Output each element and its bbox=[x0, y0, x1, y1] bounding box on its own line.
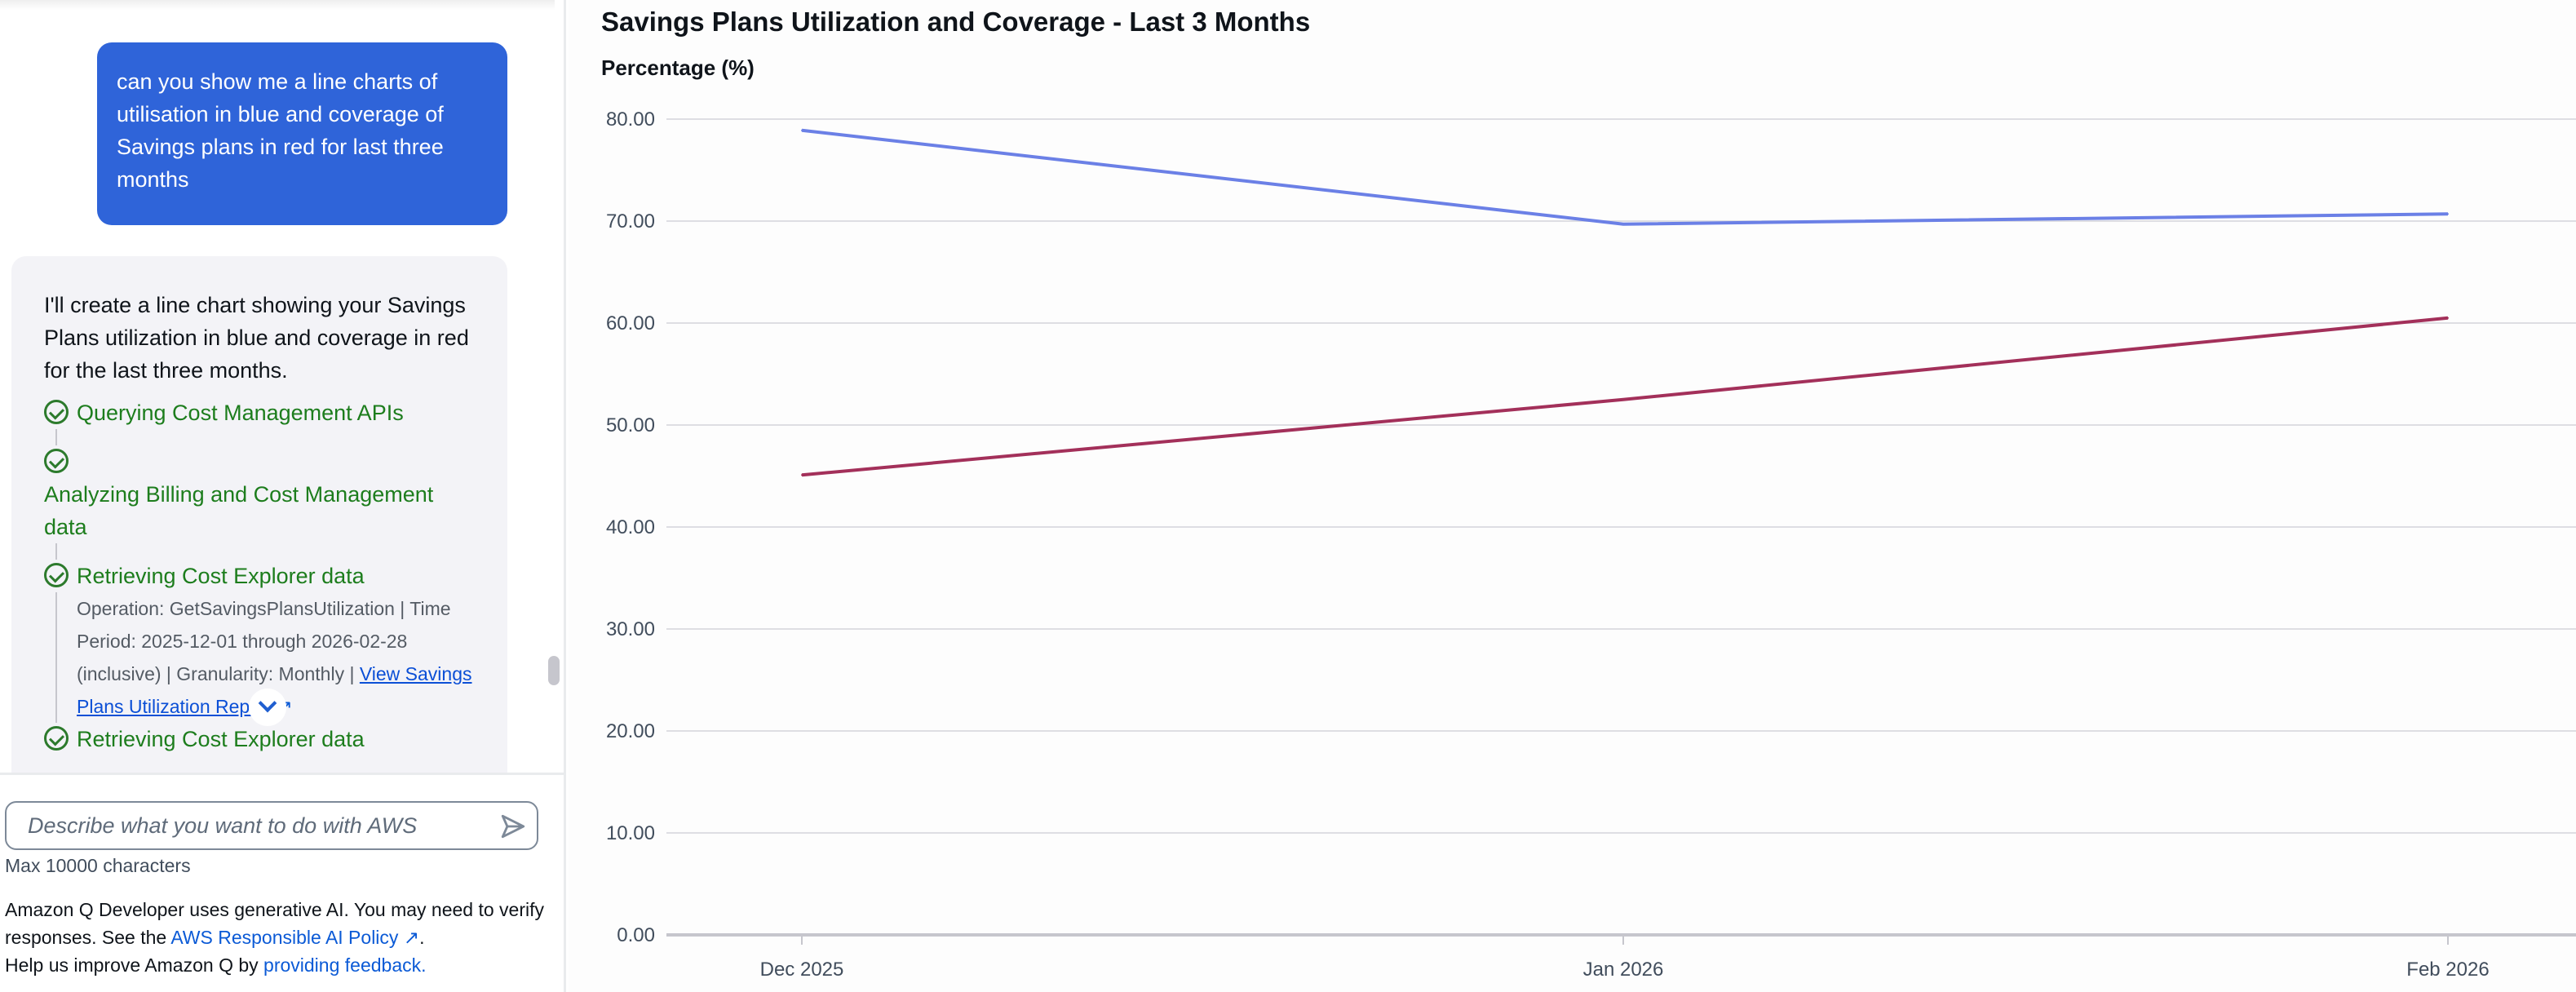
data-point bbox=[1622, 398, 1624, 401]
user-message: can you show me a line charts of utilisa… bbox=[97, 42, 507, 225]
check-circle-icon bbox=[44, 563, 69, 587]
scrollbar-thumb[interactable] bbox=[548, 656, 560, 685]
feedback-line: Help us improve Amazon Q by providing fe… bbox=[5, 954, 427, 976]
y-axis-label: Percentage (%) bbox=[601, 55, 755, 80]
external-link-icon: ↗ bbox=[403, 927, 420, 948]
step-detail: Operation: GetSavingsPlansUtilization | … bbox=[55, 592, 475, 723]
responsible-ai-policy-link[interactable]: AWS Responsible AI Policy bbox=[170, 927, 399, 948]
step-querying: Querying Cost Management APIs bbox=[44, 396, 475, 429]
y-tick-label: 40.00 bbox=[606, 516, 655, 538]
y-tick-label: 80.00 bbox=[606, 108, 655, 131]
assistant-text: I'll create a line chart showing your Sa… bbox=[44, 293, 469, 383]
divider bbox=[0, 773, 566, 775]
y-tick-label: 0.00 bbox=[617, 924, 655, 946]
feedback-link[interactable]: providing feedback. bbox=[263, 954, 427, 976]
utilization-line bbox=[801, 128, 2449, 226]
amazon-q-chat-panel: can you show me a line charts of utilisa… bbox=[0, 0, 566, 992]
x-tick-label: Jan 2026 bbox=[1583, 959, 1664, 981]
line-chart: 0.00 10.00 20.00 30.00 40.00 50.00 60.00 70.00 8… bbox=[606, 108, 2576, 981]
max-characters-hint: Max 10000 characters bbox=[5, 855, 191, 876]
data-point bbox=[2447, 317, 2449, 319]
y-tick-label: 10.00 bbox=[606, 822, 655, 844]
data-point bbox=[2447, 213, 2449, 215]
coverage-line bbox=[801, 316, 2449, 477]
check-circle-icon bbox=[44, 449, 69, 473]
data-point bbox=[801, 129, 803, 131]
step-connector bbox=[55, 543, 57, 560]
step-connector bbox=[55, 429, 57, 445]
disclaimer-block: Amazon Q Developer uses generative AI. Y… bbox=[5, 896, 560, 979]
y-tick-label: 70.00 bbox=[606, 210, 655, 232]
top-shadow bbox=[0, 0, 555, 10]
y-tick-label: 20.00 bbox=[606, 720, 655, 742]
prompt-input[interactable]: Describe what you want to do with AWS bbox=[5, 801, 538, 850]
check-circle-icon bbox=[44, 400, 69, 424]
disclaimer: Amazon Q Developer uses generative AI. Y… bbox=[5, 899, 544, 948]
scroll-to-bottom-button[interactable] bbox=[249, 689, 286, 726]
view-report-link[interactable]: View Savings Plans Utilization Report bbox=[77, 663, 472, 717]
send-icon[interactable] bbox=[499, 813, 527, 840]
assistant-message: I'll create a line chart showing your Sa… bbox=[11, 256, 507, 773]
step-analyzing: Analyzing Billing and Cost Management da… bbox=[44, 445, 475, 543]
check-circle-icon bbox=[44, 726, 69, 751]
x-tick-label: Feb 2026 bbox=[2406, 959, 2489, 981]
y-tick-label: 30.00 bbox=[606, 618, 655, 640]
y-tick-label: 60.00 bbox=[606, 312, 655, 334]
x-tick-label: Dec 2025 bbox=[760, 959, 844, 981]
data-point bbox=[1622, 223, 1624, 225]
chart-panel: Savings Plans Utilization and Coverage -… bbox=[569, 0, 2576, 992]
y-tick-label: 50.00 bbox=[606, 414, 655, 436]
data-point bbox=[801, 474, 803, 476]
step-retrieving: Retrieving Cost Explorer data bbox=[44, 560, 475, 592]
chevron-down-icon bbox=[258, 693, 277, 713]
step-retrieving-2: Retrieving Cost Explorer data bbox=[44, 723, 475, 755]
chart-title: Savings Plans Utilization and Coverage -… bbox=[601, 7, 1311, 37]
